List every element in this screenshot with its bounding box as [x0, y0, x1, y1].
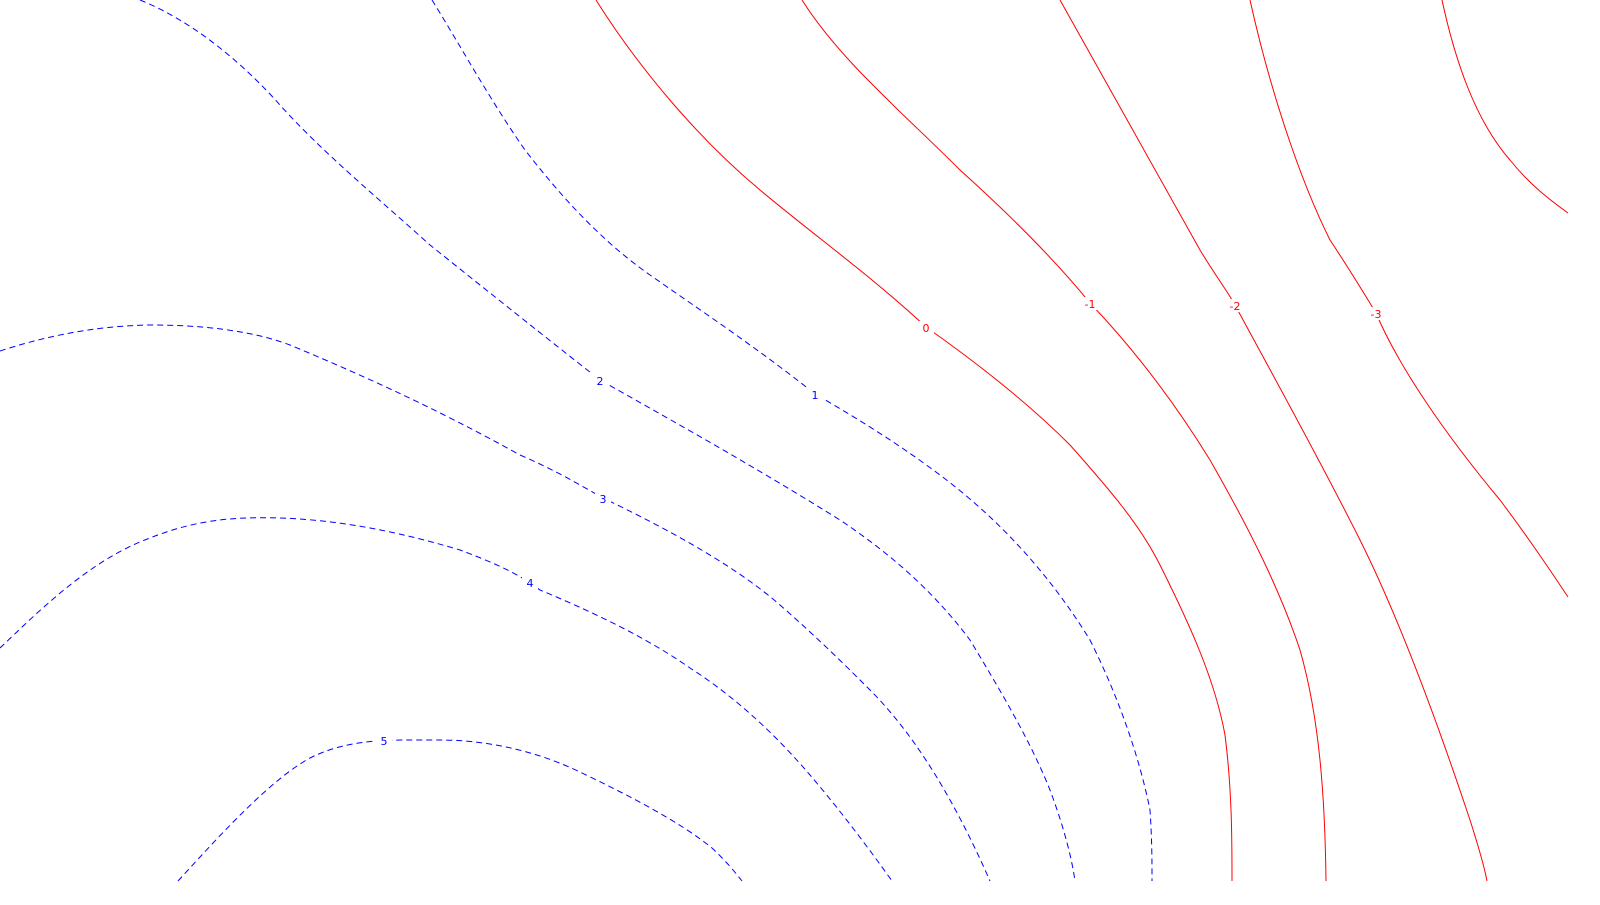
contour-5: 5 — [177, 734, 743, 882]
contour-line — [1249, 0, 1569, 598]
contour-label-background — [918, 321, 934, 334]
contour-label: -3 — [1371, 308, 1382, 321]
contour-label-background — [595, 492, 611, 505]
contour-neg3: -3 — [1249, 0, 1569, 598]
contour-label: 1 — [812, 389, 819, 402]
contour-label-background — [1082, 297, 1098, 310]
contour-line — [801, 0, 1327, 882]
contour-3: 3 — [0, 324, 991, 882]
contour-label: 0 — [923, 322, 930, 335]
contour-line — [177, 739, 743, 882]
contour-line — [595, 0, 1233, 882]
contour-neg1: -1 — [801, 0, 1327, 882]
contour-neg2: -2 — [1059, 0, 1488, 882]
contour-label-background — [592, 374, 608, 387]
contour-label: 3 — [600, 493, 607, 506]
contour-label-background — [807, 388, 823, 401]
contour-2: 2 — [139, 0, 1076, 882]
contour-line — [139, 0, 1076, 882]
contour-label-background — [376, 734, 392, 747]
contour-0: 0 — [595, 0, 1233, 882]
contour-neg4 — [1441, 0, 1569, 214]
contour-line — [1441, 0, 1569, 214]
contour-label-background — [1368, 307, 1384, 320]
contour-4: 4 — [0, 517, 893, 882]
contour-label: -1 — [1085, 298, 1096, 311]
contour-label: 5 — [381, 735, 388, 748]
contour-label-background — [1227, 299, 1243, 312]
contour-label: -2 — [1230, 300, 1241, 313]
contour-line — [1059, 0, 1488, 882]
contour-line — [431, 0, 1153, 882]
contour-label: 2 — [597, 375, 604, 388]
contour-line — [0, 324, 991, 882]
contour-label-background — [522, 576, 538, 589]
contour-label: 4 — [527, 577, 534, 590]
contour-line — [0, 517, 893, 882]
contour-1: 1 — [431, 0, 1153, 882]
